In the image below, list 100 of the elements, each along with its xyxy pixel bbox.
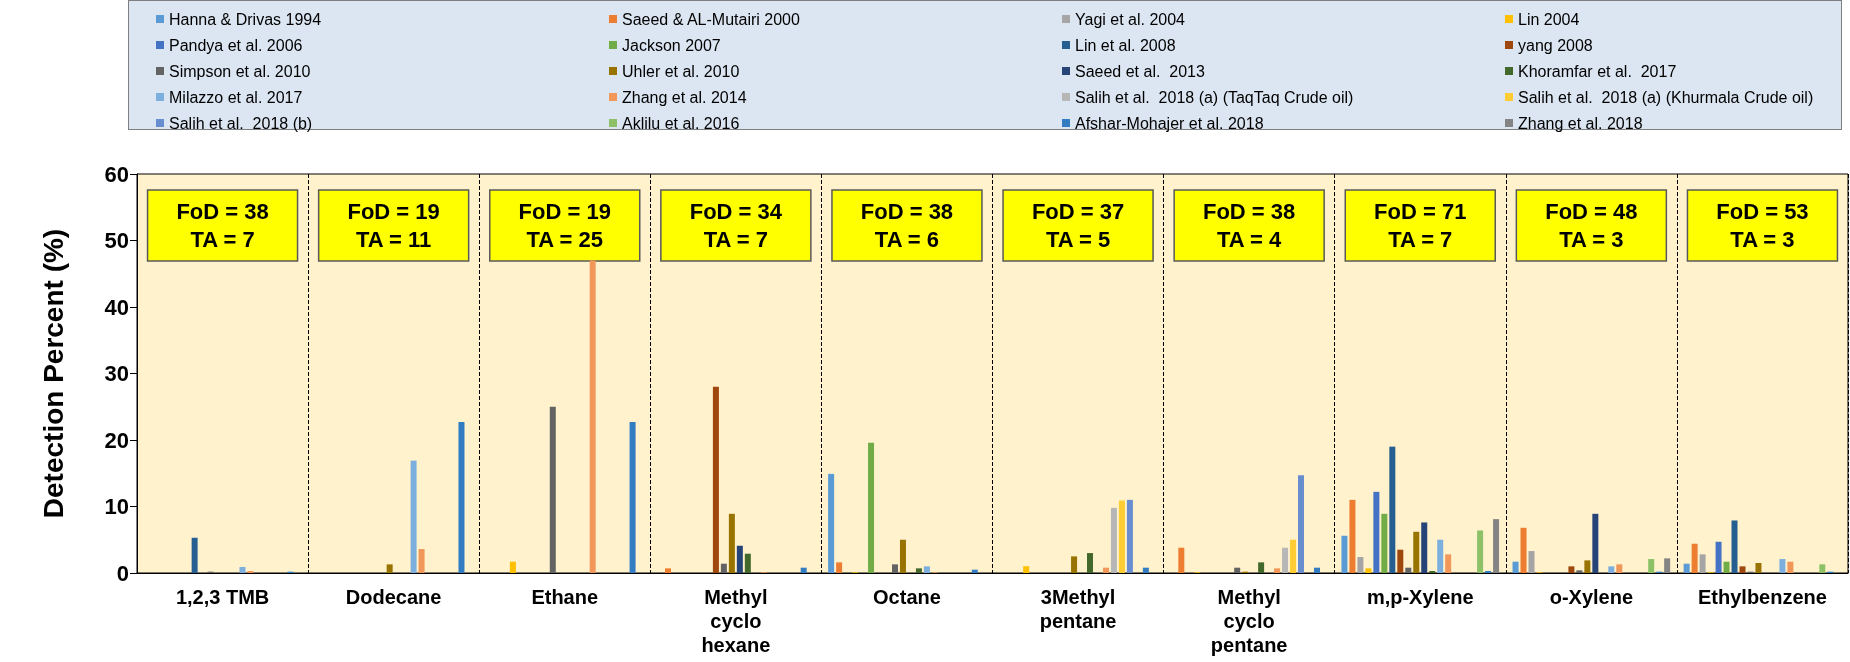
- bar: [720, 563, 727, 573]
- bar: [1142, 567, 1149, 573]
- legend-label: Simpson et al. 2010: [169, 62, 311, 80]
- bar: [1779, 559, 1786, 573]
- legend-label: Afshar-Mohajer et al. 2018: [1075, 114, 1264, 132]
- x-tick-label: Methyl cyclo pentane: [1210, 586, 1288, 656]
- bar: [1178, 547, 1185, 573]
- bar: [1282, 547, 1289, 573]
- bar: [1071, 556, 1078, 573]
- y-tick-label: 30: [104, 361, 129, 386]
- annotation: FoD = 38 TA = 7: [176, 198, 269, 252]
- bar: [1520, 527, 1527, 573]
- bar: [589, 260, 596, 573]
- legend-label: Zhang et al. 2018: [1518, 114, 1643, 132]
- bar: [509, 561, 516, 573]
- x-tick-label: Octane: [873, 586, 941, 608]
- bar: [1373, 491, 1380, 573]
- legend-label: Uhler et al. 2010: [622, 62, 740, 80]
- y-tick-label: 10: [104, 494, 129, 519]
- bar: [828, 473, 835, 573]
- bar: [899, 539, 906, 573]
- y-tick-label: 50: [104, 228, 129, 253]
- bar: [728, 513, 735, 573]
- bar: [1787, 561, 1794, 573]
- bar: [1365, 568, 1372, 573]
- bar: [1445, 554, 1452, 573]
- bar: [1664, 558, 1671, 573]
- annotation: FoD = 19 TA = 11: [347, 198, 440, 252]
- bar: [1477, 530, 1484, 573]
- bar: [1118, 500, 1125, 573]
- bar: [1608, 566, 1615, 573]
- bar: [410, 460, 417, 573]
- bar: [1298, 475, 1305, 573]
- legend-label: Lin et al. 2008: [1075, 36, 1176, 54]
- y-tick-label: 40: [104, 294, 129, 320]
- legend-label: Hanna & Drivas 1994: [169, 10, 322, 28]
- bar: [1023, 566, 1030, 573]
- bar: [1739, 566, 1746, 573]
- bar: [1413, 531, 1420, 573]
- legend-label: Lin 2004: [1518, 10, 1580, 28]
- bar: [386, 564, 393, 573]
- y-tick-label: 60: [104, 161, 129, 187]
- x-tick-label: Ethylbenzene: [1697, 586, 1827, 608]
- bar: [1723, 561, 1730, 573]
- bar: [1568, 566, 1575, 573]
- bar: [1290, 539, 1297, 573]
- bar: [1421, 522, 1428, 573]
- bar: [1592, 513, 1599, 573]
- bar: [1274, 568, 1281, 573]
- bar: [915, 568, 922, 573]
- bar: [1313, 567, 1320, 573]
- bar: [1528, 551, 1535, 573]
- bar: [712, 386, 719, 573]
- bar: [1819, 564, 1826, 573]
- bar: [1648, 559, 1655, 573]
- x-tick-label: o-Xylene: [1549, 586, 1634, 608]
- bar: [418, 549, 425, 573]
- bar: [1357, 557, 1364, 573]
- annotation: FoD = 48 TA = 3: [1545, 198, 1638, 252]
- x-tick-label: 1,2,3 TMB: [175, 586, 270, 608]
- bar: [1381, 513, 1388, 573]
- bar: [1349, 499, 1356, 573]
- annotation: FoD = 53 TA = 3: [1716, 198, 1809, 252]
- bar: [1691, 543, 1698, 573]
- bar: [1110, 507, 1117, 573]
- bar: [736, 545, 743, 573]
- legend-label: Salih et al. 2018 (a) (Khurmala Crude oil): [1518, 88, 1814, 106]
- bar: [868, 442, 875, 573]
- bar: [1731, 520, 1738, 573]
- annotation: FoD = 38 TA = 6: [860, 198, 954, 252]
- bar: [1397, 549, 1404, 573]
- y-tick-label: 20: [104, 427, 129, 453]
- bar: [549, 406, 556, 573]
- bar: [1437, 539, 1444, 573]
- bar: [458, 422, 465, 573]
- bar: [1493, 519, 1500, 573]
- bar: [1512, 561, 1519, 573]
- legend-label: Jackson 2007: [622, 36, 721, 54]
- legend-label: Salih et al. 2018 (a) (TaqTaq Crude oil): [1075, 88, 1354, 106]
- bar: [1755, 563, 1762, 573]
- bar: [923, 566, 930, 573]
- bar: [744, 553, 751, 573]
- bar: [239, 567, 246, 573]
- bar: [891, 564, 898, 573]
- bar: [1258, 562, 1265, 573]
- bar: [1616, 564, 1623, 573]
- bar: [1234, 567, 1241, 573]
- x-tick-label: Methyl cyclo hexane: [701, 586, 771, 656]
- bar: [800, 567, 807, 573]
- annotation: FoD = 19 TA = 25: [518, 198, 611, 252]
- x-tick-label: m,p-Xylene: [1366, 586, 1474, 608]
- bar: [1715, 541, 1722, 573]
- x-tick-label: 3Methyl pentane: [1039, 586, 1117, 632]
- bar: [1683, 563, 1690, 573]
- x-tick-label: Ethane: [531, 586, 599, 608]
- bar: [971, 569, 978, 573]
- bar: [1341, 535, 1348, 573]
- bar: [836, 562, 843, 573]
- bar: [629, 422, 636, 573]
- annotation: FoD = 71 TA = 7: [1374, 198, 1467, 252]
